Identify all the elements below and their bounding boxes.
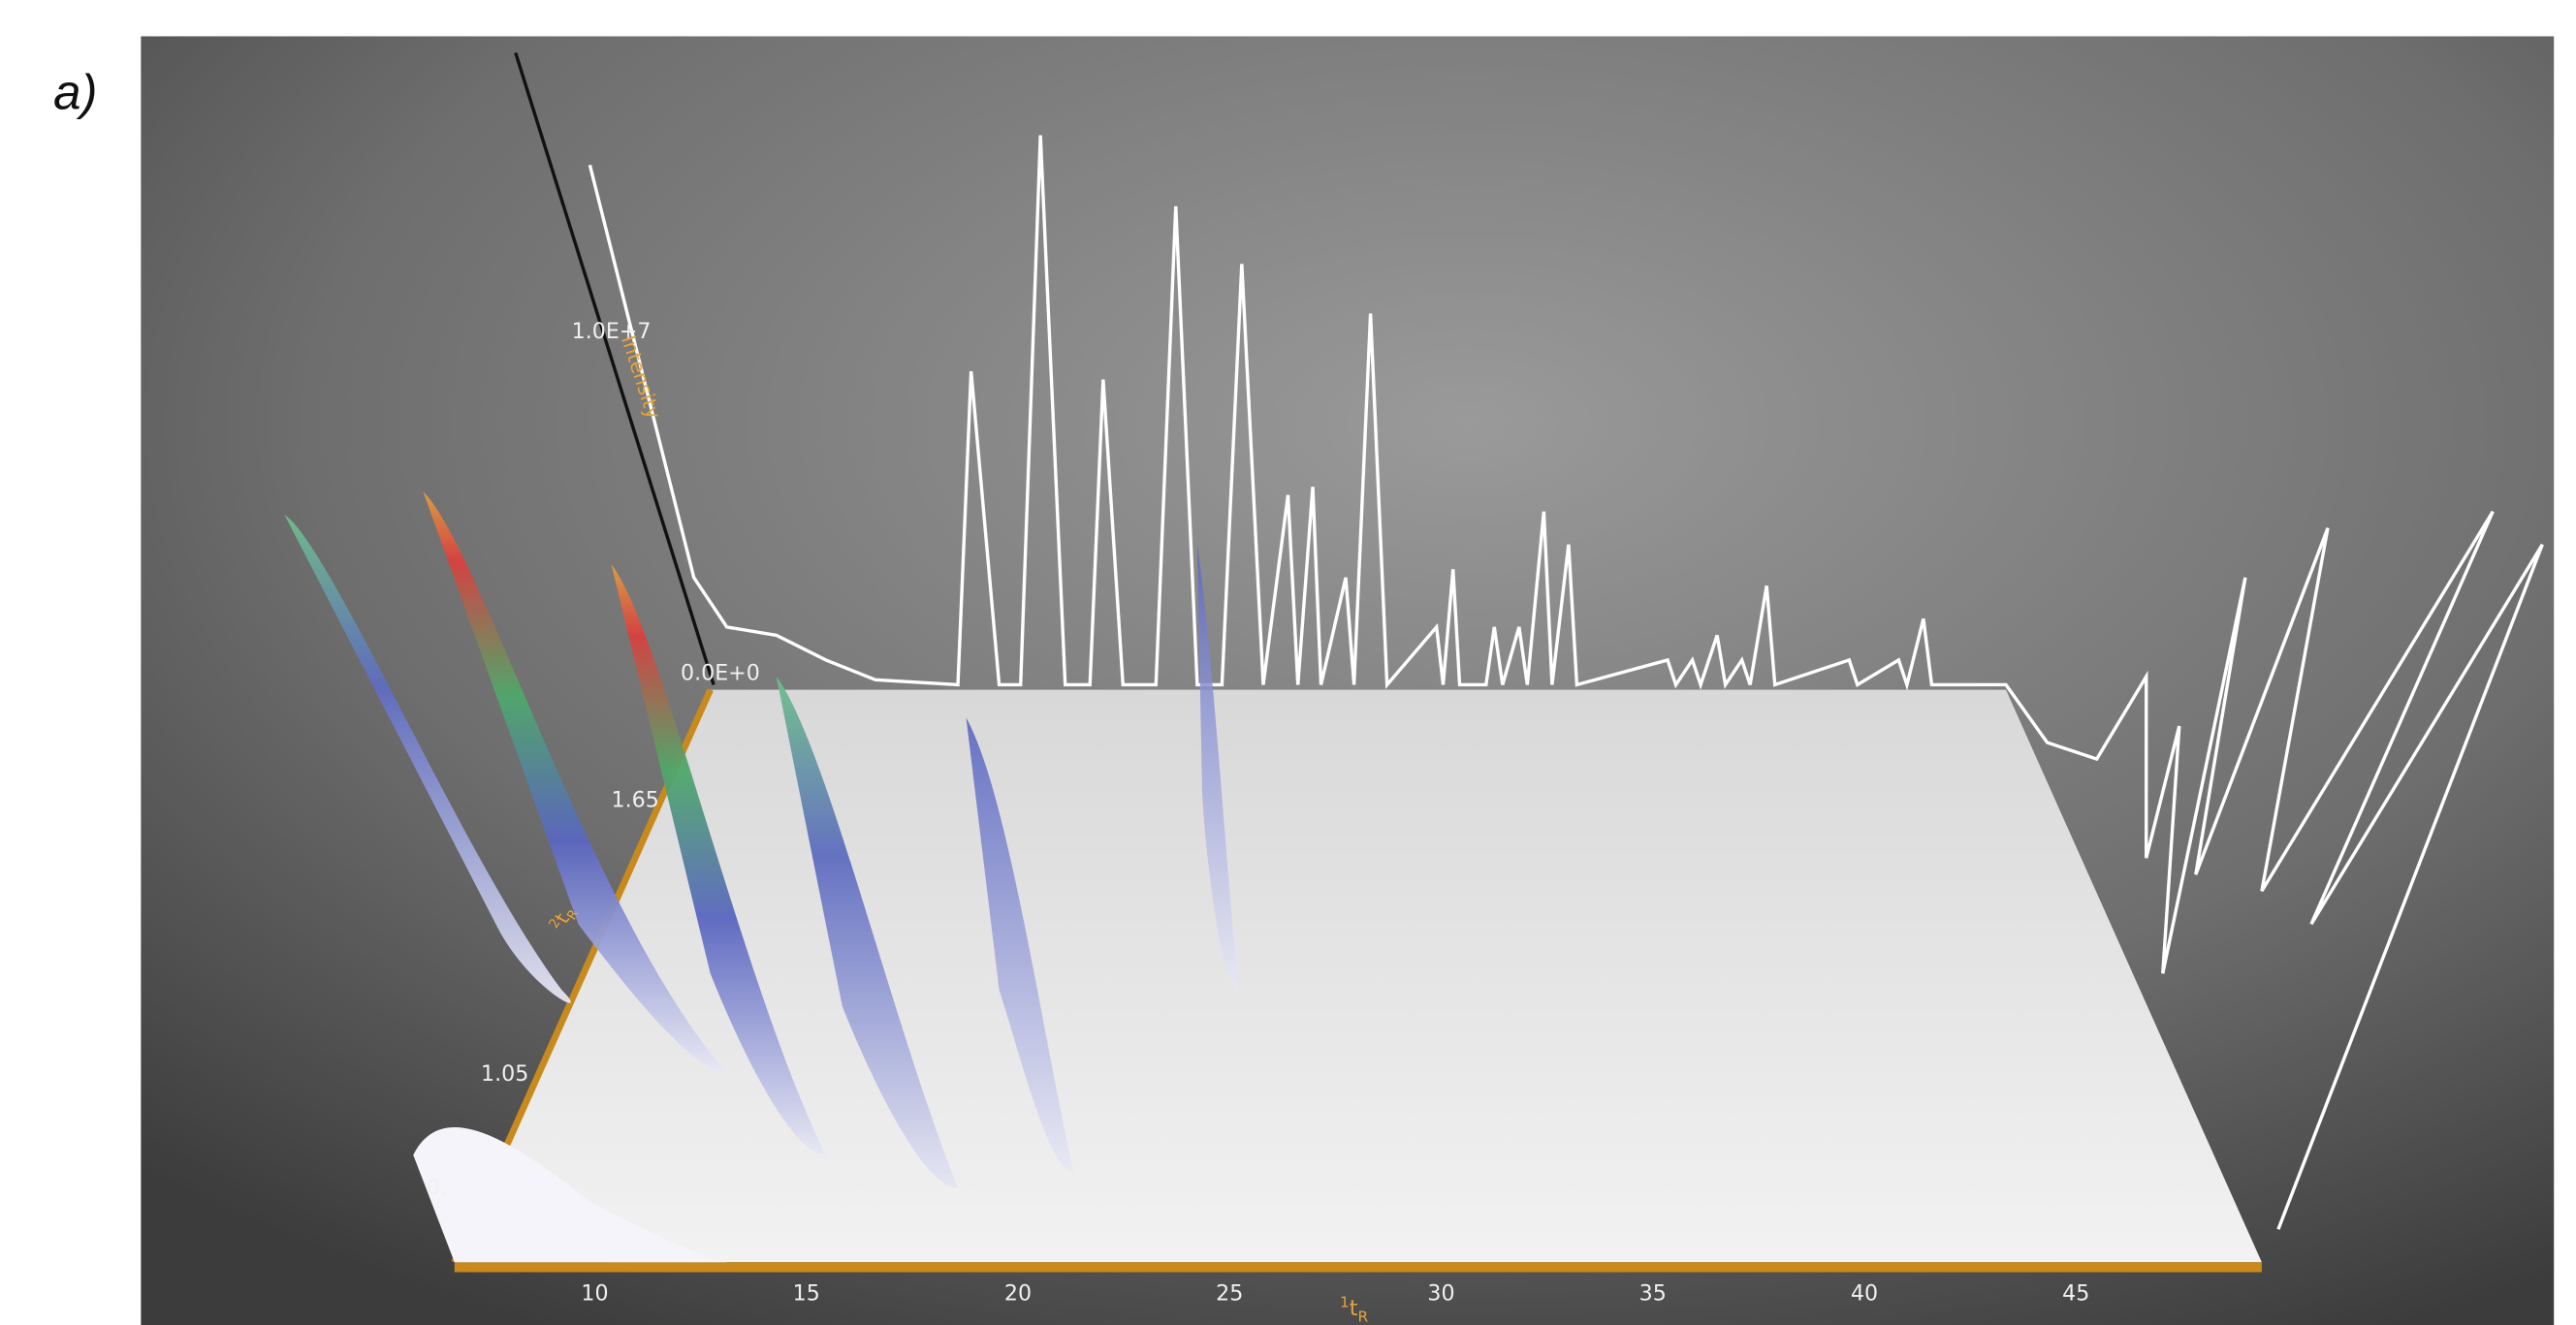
x-tick-label: 15 — [793, 1280, 820, 1306]
sub: R — [1357, 1309, 1368, 1325]
peak — [611, 564, 826, 1155]
z-tick-label: 0.0E+0 — [681, 660, 760, 685]
surface-ridge — [413, 1127, 727, 1263]
x-tick-label: 30 — [1427, 1280, 1454, 1306]
x-tick-label: 10 — [581, 1280, 608, 1306]
z-axis-line — [514, 51, 716, 685]
x-tick-label: 45 — [2062, 1280, 2089, 1306]
chromatogram-trace — [588, 135, 2544, 1230]
peak — [284, 515, 571, 1003]
x-axis-label: 1tR — [1340, 1293, 1368, 1325]
y-tick-label: 1.65 — [612, 787, 659, 812]
panel-label: a) — [53, 64, 97, 119]
peak — [966, 717, 1074, 1172]
x-tick-label: 25 — [1216, 1280, 1243, 1306]
x-tick-label: 35 — [1639, 1280, 1667, 1306]
peak — [423, 491, 727, 1073]
z-tick-label: 1.0E+7 — [572, 319, 652, 344]
x-tick-label: 40 — [1851, 1280, 1878, 1306]
peak — [776, 676, 959, 1188]
main: t — [1350, 1296, 1358, 1321]
peak — [1196, 544, 1239, 991]
y-tick-label: 1.05 — [481, 1061, 528, 1087]
sup: 1 — [1340, 1293, 1350, 1310]
x-tick-label: 20 — [1004, 1280, 1032, 1306]
x-ticks: 10 15 20 25 30 35 40 45 — [581, 1280, 2089, 1306]
y-tick-label: 0. — [427, 1176, 447, 1201]
